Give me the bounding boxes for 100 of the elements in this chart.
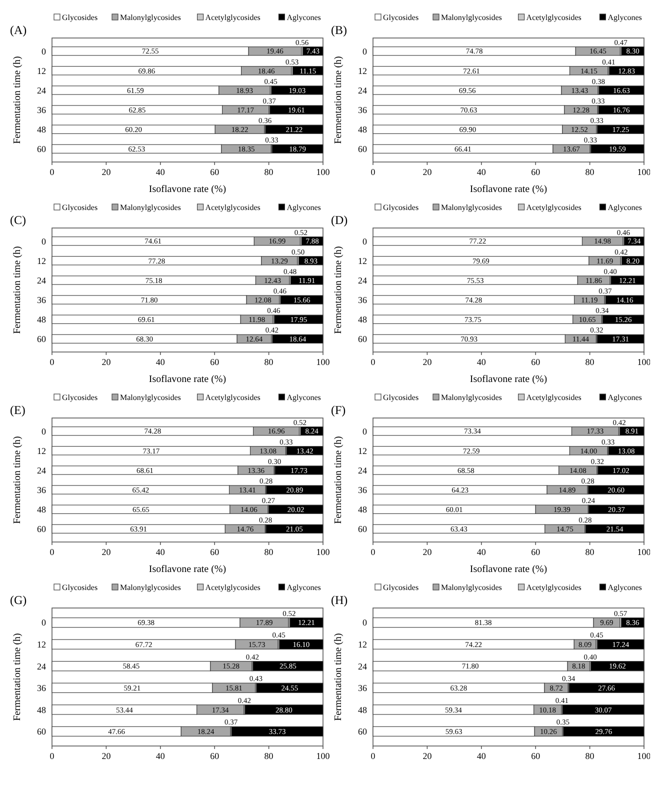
- legend-label: Acetylglycosides: [526, 203, 582, 212]
- x-tick-label: 80: [585, 547, 595, 557]
- legend-label: Malonylglycosides: [120, 203, 181, 212]
- y-tick-label: 60: [358, 524, 368, 534]
- legend-label: Glycosides: [62, 13, 98, 22]
- x-tick-label: 0: [50, 547, 55, 557]
- x-tick-label: 0: [50, 751, 55, 761]
- legend-label: Acetylglycosides: [526, 583, 582, 592]
- y-tick-label: 36: [37, 484, 46, 495]
- y-tick-label: 24: [37, 661, 46, 672]
- y-tick-label: 24: [358, 85, 368, 96]
- x-axis-title: Isoflavone rate (%): [148, 374, 226, 385]
- legend-label: Malonylglycosides: [441, 393, 502, 402]
- y-tick-label: 48: [358, 314, 368, 324]
- y-tick-label: 0: [362, 46, 368, 56]
- legend-label: Aglycones: [286, 393, 321, 402]
- x-axis-title: Isoflavone rate (%): [470, 374, 548, 385]
- chart-title: (H): [331, 593, 348, 607]
- legend-label: Aglycones: [608, 13, 642, 22]
- chart-title: (E): [10, 403, 26, 417]
- x-tick-label: 60: [210, 357, 220, 367]
- y-tick-label: 12: [358, 446, 367, 456]
- x-tick-label: 0: [370, 167, 376, 177]
- x-tick-label: 80: [585, 167, 595, 177]
- y-tick-label: 0: [362, 426, 368, 436]
- y-tick-label: 48: [358, 504, 368, 514]
- x-tick-label: 100: [316, 751, 330, 761]
- x-tick-label: 40: [156, 751, 166, 761]
- legend-label: Malonylglycosides: [120, 583, 181, 592]
- legend-label: Acetylglycosides: [526, 13, 582, 22]
- x-tick-label: 0: [370, 547, 376, 557]
- x-tick-label: 80: [585, 357, 595, 367]
- legend-label: Glycosides: [383, 13, 419, 22]
- legend-label: Aglycones: [608, 583, 642, 592]
- x-tick-label: 20: [422, 167, 432, 177]
- legend-label: Acetylglycosides: [205, 393, 260, 402]
- legend-label: Acetylglycosides: [205, 583, 260, 592]
- x-tick-label: 40: [156, 357, 166, 367]
- y-tick-label: 48: [37, 704, 46, 715]
- y-tick-label: 12: [37, 640, 46, 650]
- x-tick-label: 20: [422, 751, 432, 761]
- x-tick-label: 80: [264, 167, 274, 177]
- x-tick-label: 20: [422, 547, 432, 557]
- y-tick-label: 36: [358, 683, 368, 694]
- y-tick-label: 48: [37, 314, 46, 324]
- y-tick-label: 24: [37, 85, 46, 96]
- x-axis-title: Isoflavone rate (%): [470, 184, 548, 195]
- y-axis-title: Fermentation time (h): [12, 56, 23, 144]
- y-tick-label: 36: [358, 484, 368, 495]
- y-axis-title: Fermentation time (h): [12, 246, 23, 334]
- chart-title: (F): [331, 403, 346, 417]
- y-tick-label: 0: [42, 618, 46, 628]
- legend-label: Malonylglycosides: [441, 583, 502, 592]
- y-axis-title: Fermentation time (h): [12, 436, 23, 524]
- y-tick-label: 24: [358, 661, 368, 672]
- x-axis-title: Isoflavone rate (%): [148, 564, 226, 575]
- legend-label: Malonylglycosides: [120, 13, 181, 22]
- x-tick-label: 40: [476, 547, 486, 557]
- y-tick-label: 48: [358, 124, 368, 134]
- legend-label: Glycosides: [383, 583, 419, 592]
- y-tick-label: 36: [37, 104, 46, 115]
- y-tick-label: 48: [358, 704, 368, 715]
- legend-label: Glycosides: [62, 583, 98, 592]
- x-tick-label: 80: [264, 547, 274, 557]
- y-tick-label: 60: [37, 334, 46, 344]
- y-tick-label: 0: [42, 236, 46, 246]
- x-tick-label: 0: [50, 357, 55, 367]
- chart-title: (B): [331, 23, 347, 37]
- x-tick-label: 100: [316, 167, 330, 177]
- legend-label: Aglycones: [286, 203, 321, 212]
- x-tick-label: 60: [210, 751, 220, 761]
- legend-label: Acetylglycosides: [205, 203, 260, 212]
- y-tick-label: 0: [42, 426, 46, 436]
- y-tick-label: 12: [37, 66, 46, 76]
- y-tick-label: 60: [37, 144, 46, 154]
- legend-label: Acetylglycosides: [205, 13, 260, 22]
- x-tick-label: 20: [102, 167, 112, 177]
- y-axis-title: Fermentation time (h): [333, 436, 344, 524]
- y-tick-label: 60: [358, 726, 368, 737]
- y-tick-label: 24: [37, 465, 46, 476]
- chart-title: (A): [10, 23, 27, 37]
- x-tick-label: 20: [102, 751, 112, 761]
- chart-title: (D): [331, 213, 348, 227]
- y-tick-label: 48: [37, 504, 46, 514]
- x-tick-label: 80: [585, 751, 595, 761]
- y-tick-label: 24: [358, 275, 368, 286]
- legend-label: Malonylglycosides: [441, 13, 502, 22]
- y-tick-label: 60: [37, 726, 46, 737]
- legend-label: Glycosides: [62, 393, 98, 402]
- y-tick-label: 36: [37, 683, 46, 694]
- legend-label: Glycosides: [383, 393, 419, 402]
- legend-label: Acetylglycosides: [526, 393, 582, 402]
- x-tick-label: 60: [531, 751, 541, 761]
- y-tick-label: 12: [358, 640, 367, 650]
- y-axis-title: Fermentation time (h): [333, 633, 344, 721]
- y-tick-label: 36: [358, 294, 368, 305]
- x-tick-label: 0: [370, 357, 376, 367]
- x-axis-title: Isoflavone rate (%): [470, 564, 548, 575]
- y-axis-title: Fermentation time (h): [333, 246, 344, 334]
- x-tick-label: 20: [102, 547, 112, 557]
